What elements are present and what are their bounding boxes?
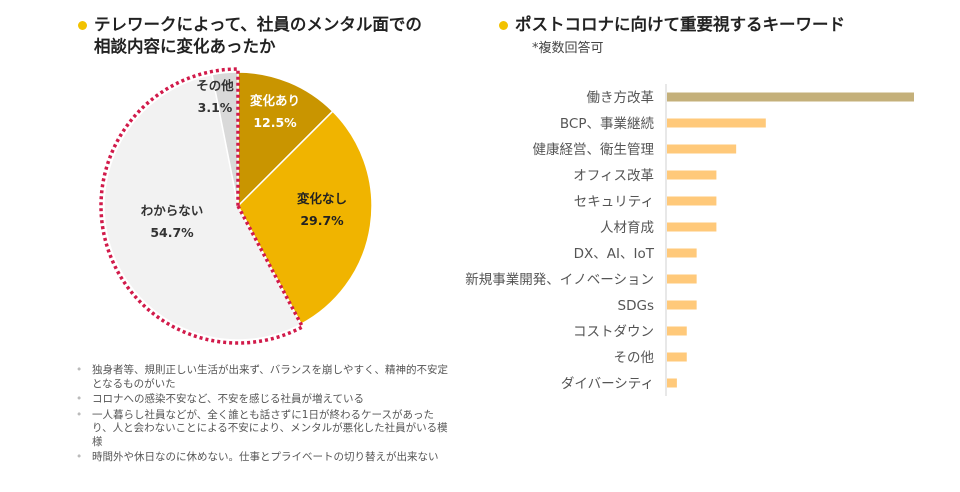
right-chart-title: ポストコロナに向けて重要視するキーワード [515, 15, 845, 34]
bar-category-label: BCP、事業継続 [560, 116, 655, 132]
bar-category-label: 健康経営、衛生管理 [533, 141, 655, 158]
bar [667, 274, 697, 284]
bar [667, 118, 766, 128]
pie-slice [103, 73, 303, 341]
bar-category-label: 働き方改革 [587, 90, 655, 106]
bar [667, 326, 687, 336]
pie-slice-name: 変化あり [249, 93, 300, 108]
left-title-line1: テレワークによって、社員のメンタル面での [94, 15, 422, 34]
pie-slice-value: 3.1% [197, 100, 233, 115]
pie-slice-name: その他 [196, 78, 234, 93]
bar [667, 300, 697, 310]
pie-chart [99, 67, 373, 345]
note-item: 一人暮らし社員などが、全く誰とも話さずに1日が終わるケースがあったり、人と会わな… [74, 409, 454, 450]
right-title-bullet-icon [499, 21, 508, 30]
bar-category-label: オフィス改革 [573, 168, 654, 184]
note-item: 独身者等、規則正しい生活が出来ず、バランスを崩しやすく、精神的不安定となるものが… [74, 364, 454, 391]
bar-category-label: SDGs [618, 298, 654, 314]
pie-slice [237, 71, 334, 208]
left-chart-title: テレワークによって、社員のメンタル面での 相談内容に変化あったか [94, 14, 454, 58]
pie-slice-label: わからない 54.7% [127, 200, 217, 244]
bar [667, 144, 737, 154]
note-item: コロナへの感染不安など、不安を感じる社員が増えている [74, 393, 454, 407]
pie-slice-value: 12.5% [253, 115, 297, 130]
bar-category-label: 人材育成 [600, 220, 654, 236]
right-chart-note: *複数回答可 [532, 41, 604, 56]
pie-slice-name: 変化なし [296, 191, 347, 206]
bar-category-label: DX、AI、IoT [574, 246, 655, 262]
bar-category-label: ダイバーシティ [561, 376, 654, 392]
notes-list: 独身者等、規則正しい生活が出来ず、バランスを崩しやすく、精神的不安定となるものが… [74, 364, 454, 467]
pie-highlight-outline [99, 67, 305, 345]
bar [667, 378, 677, 388]
pie-slice-label: 変化なし 29.7% [277, 188, 367, 232]
pie-slice-value: 54.7% [150, 225, 194, 240]
bar-category-label: その他 [614, 350, 655, 366]
pie-slice-label: その他 3.1% [170, 75, 260, 119]
left-title-bullet-icon [78, 21, 87, 30]
bar [667, 352, 687, 362]
bar-category-label: 新規事業開発、イノベーション [465, 272, 654, 288]
pie-slice-label: 変化あり 12.5% [230, 90, 320, 134]
bar [667, 170, 717, 180]
bar-category-label: コストダウン [573, 324, 654, 340]
bar [667, 196, 717, 206]
pie-slice-name: わからない [140, 203, 204, 218]
bar [667, 222, 717, 232]
bar [667, 248, 697, 258]
note-item: 時間外や休日なのに休めない。仕事とプライベートの切り替えが出来ない [74, 451, 454, 465]
pie-slice [237, 110, 373, 326]
bar [667, 92, 914, 102]
bar-category-label: セキュリティ [574, 194, 654, 210]
left-title-line2: 相談内容に変化あったか [94, 37, 276, 56]
pie-slice-value: 29.7% [300, 213, 344, 228]
